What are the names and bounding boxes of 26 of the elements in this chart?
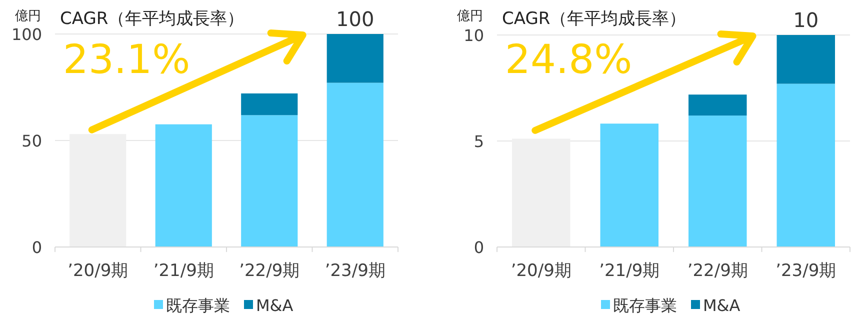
legend-label: M&A xyxy=(256,296,294,315)
text: CAGR（年平均成長率） xyxy=(60,9,244,29)
annotation: 24.8% xyxy=(505,37,632,83)
legend-label: M&A xyxy=(703,296,740,315)
total-label: 10 xyxy=(793,8,819,32)
y-tick-label: 10 xyxy=(464,26,484,45)
x-tick-label: ’20/9期 xyxy=(510,261,572,281)
y-tick-label: 0 xyxy=(32,238,42,257)
y-tick-label: 5 xyxy=(474,132,484,151)
y-tick-label: 50 xyxy=(22,132,42,150)
annotation: 23.1% xyxy=(63,37,190,83)
y-axis-title: 億円 xyxy=(15,9,41,24)
x-tick-label: ’22/9期 xyxy=(687,261,748,281)
total-label: 100 xyxy=(336,7,374,31)
y-axis-title: 億円 xyxy=(457,9,483,24)
x-tick-label: ’23/9期 xyxy=(776,261,836,281)
text: CAGR（年平均成長率） xyxy=(502,9,686,29)
legend-label: 既存事業 xyxy=(613,296,677,315)
x-tick-label: ’22/9期 xyxy=(239,261,300,281)
y-tick-label: 0 xyxy=(474,238,484,257)
y-tick-label: 100 xyxy=(11,25,42,44)
x-tick-label: ’23/9期 xyxy=(324,261,386,281)
x-tick-label: ’21/9期 xyxy=(153,261,214,281)
legend-label: 既存事業 xyxy=(166,296,230,315)
x-tick-label: ’20/9期 xyxy=(68,261,128,281)
x-tick-label: ’21/9期 xyxy=(599,261,660,281)
